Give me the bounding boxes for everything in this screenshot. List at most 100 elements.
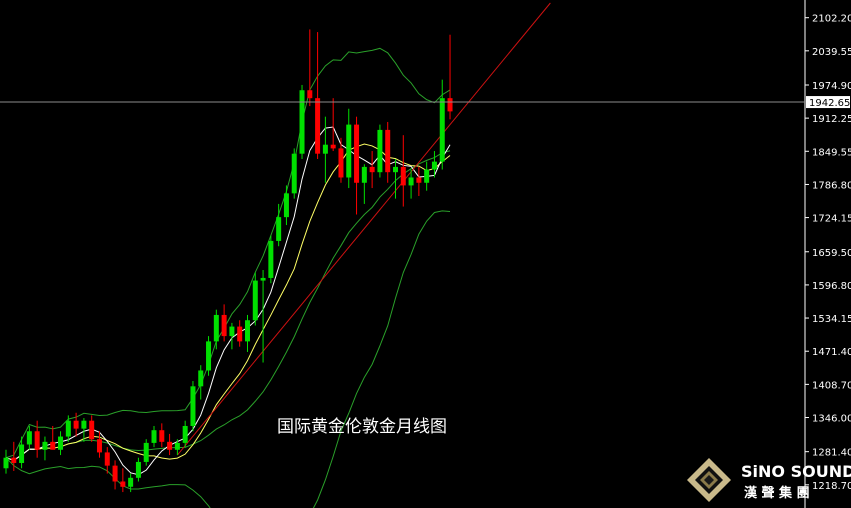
price-tick-label: 1281.40 bbox=[812, 448, 851, 459]
price-tick-label: 2102.20 bbox=[812, 14, 851, 25]
price-tick-label: 1786.80 bbox=[812, 180, 851, 191]
candle-body bbox=[42, 441, 48, 450]
candle-body bbox=[19, 444, 25, 463]
price-tick-label: 1596.80 bbox=[812, 281, 851, 292]
candle bbox=[229, 322, 235, 350]
candle bbox=[268, 235, 274, 284]
candle bbox=[260, 270, 266, 363]
candle bbox=[198, 365, 204, 400]
candle-body bbox=[104, 452, 110, 466]
price-tick-label: 1974.90 bbox=[812, 81, 851, 92]
candle-body bbox=[354, 124, 360, 183]
candle bbox=[73, 412, 79, 437]
candle bbox=[307, 29, 313, 107]
candle bbox=[89, 415, 95, 442]
candle-body bbox=[424, 169, 430, 183]
candle-body bbox=[50, 441, 56, 450]
candle-body bbox=[369, 166, 375, 173]
candle-body bbox=[81, 420, 87, 429]
candle bbox=[81, 418, 87, 442]
candle bbox=[159, 423, 165, 448]
candle bbox=[221, 304, 227, 342]
candle bbox=[385, 121, 391, 183]
candle-body bbox=[276, 217, 282, 241]
candle bbox=[408, 169, 414, 199]
candle bbox=[416, 166, 422, 196]
candle-body bbox=[244, 320, 250, 342]
bollinger-middle-line bbox=[5, 150, 451, 461]
candle bbox=[190, 381, 196, 432]
candle-body bbox=[385, 129, 391, 173]
candle-body bbox=[268, 240, 274, 278]
candle-body bbox=[330, 144, 336, 149]
bollinger-lower-line bbox=[5, 210, 451, 508]
candle-body bbox=[65, 420, 71, 437]
current-price-box bbox=[806, 96, 850, 109]
candle-body bbox=[96, 439, 102, 453]
candle bbox=[128, 473, 134, 493]
candle bbox=[26, 425, 32, 450]
candle bbox=[182, 420, 188, 448]
candle-body bbox=[58, 436, 64, 450]
candle bbox=[50, 425, 56, 450]
candle-body bbox=[315, 98, 321, 154]
candle-body bbox=[159, 430, 165, 442]
candle bbox=[354, 116, 360, 215]
candle bbox=[244, 314, 250, 352]
candle bbox=[393, 158, 398, 199]
candle-body bbox=[346, 124, 352, 178]
candle-body bbox=[128, 477, 134, 487]
price-tick-label: 1346.00 bbox=[812, 414, 851, 425]
candle-body bbox=[229, 326, 235, 337]
candle-body bbox=[26, 431, 32, 445]
candle bbox=[3, 449, 9, 474]
candles bbox=[3, 29, 453, 493]
candle-body bbox=[431, 161, 437, 170]
price-tick-label: 1218.70 bbox=[812, 481, 851, 492]
candle-body bbox=[34, 431, 40, 450]
candle bbox=[377, 124, 383, 178]
candle bbox=[400, 135, 406, 207]
indicator-lines bbox=[5, 2, 551, 508]
candle bbox=[104, 447, 110, 474]
candle bbox=[143, 439, 149, 466]
logo-chinese: 漢 聲 集 團 bbox=[744, 485, 810, 501]
candle-body bbox=[260, 277, 266, 281]
candle bbox=[112, 460, 118, 490]
candle bbox=[34, 420, 40, 458]
price-tick-label: 1912.25 bbox=[812, 114, 851, 125]
current-price-group: 1942.65 bbox=[0, 96, 850, 109]
chart-caption: 国际黄金伦敦金月线图 bbox=[277, 417, 447, 437]
price-tick-label: 2039.55 bbox=[812, 47, 851, 58]
price-tick-label: 1659.50 bbox=[812, 248, 851, 259]
price-tick-label: 1724.15 bbox=[812, 214, 851, 225]
candle-body bbox=[307, 90, 313, 99]
candle bbox=[151, 425, 157, 448]
candle bbox=[213, 309, 219, 350]
candle bbox=[447, 34, 453, 120]
price-axis-ticks: 2102.20 2039.55 1974.90 1912.25 1849.55 1786.… bbox=[805, 14, 851, 492]
candle bbox=[167, 433, 173, 456]
candle-body bbox=[377, 129, 383, 173]
candle bbox=[276, 203, 282, 247]
candle bbox=[431, 151, 437, 178]
candle bbox=[19, 436, 25, 469]
candle bbox=[322, 116, 328, 183]
candle-body bbox=[237, 326, 243, 342]
candle bbox=[252, 272, 258, 326]
candle bbox=[315, 32, 321, 159]
candle-body bbox=[439, 98, 445, 162]
candle-body bbox=[143, 442, 149, 462]
ma-short-line bbox=[5, 126, 451, 476]
candle bbox=[338, 137, 344, 183]
candle-body bbox=[221, 314, 227, 337]
candle-body bbox=[167, 441, 173, 450]
price-tick-label: 1534.15 bbox=[812, 314, 851, 325]
candle-body bbox=[361, 166, 367, 183]
price-tick-label: 1849.55 bbox=[812, 147, 851, 158]
candle-body bbox=[393, 166, 398, 173]
candle bbox=[424, 161, 430, 191]
current-price-label: 1942.65 bbox=[809, 98, 850, 109]
